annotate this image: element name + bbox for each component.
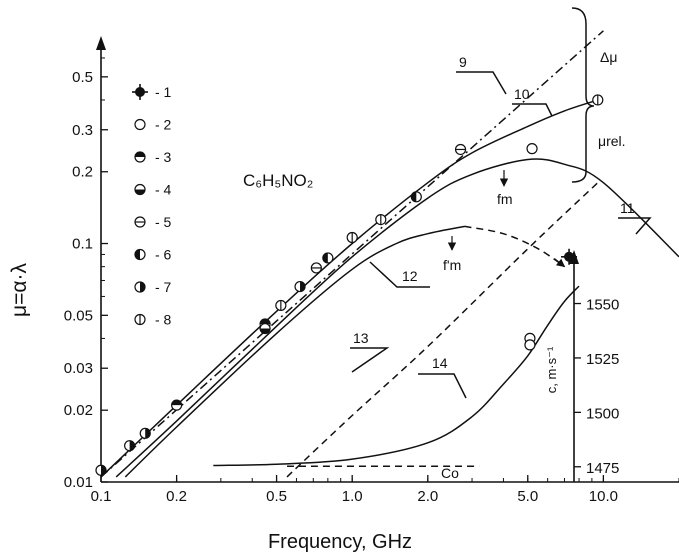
right-tick-label: 1475	[586, 460, 619, 477]
fm-prime-label: f'm	[443, 257, 461, 273]
delta-mu-label: Δμ	[600, 49, 617, 65]
y-tick-label: 0.5	[72, 69, 93, 86]
svg-text:9: 9	[459, 54, 467, 70]
x-tick-label: 10.0	[589, 488, 618, 505]
legend-marker-1	[132, 84, 148, 100]
x-ticks: 0.1 0.2 0.5 1.0 2.0 5.0 10.0	[91, 475, 679, 505]
legend-entry: - 8	[155, 312, 172, 328]
data-point-2	[526, 143, 538, 155]
legend-entry: - 5	[155, 214, 172, 230]
y-tick-label: 0.2	[72, 164, 93, 181]
y-axis-arrow	[96, 36, 106, 50]
data-point-7	[124, 440, 136, 452]
x-tick-label: 0.2	[166, 488, 187, 505]
curve-label-10: 10	[512, 86, 553, 117]
legend-entry: - 1	[155, 84, 172, 100]
y-axis-label: μ=α·λ	[8, 263, 31, 317]
svg-text:11: 11	[620, 200, 635, 216]
series-line-12	[124, 225, 465, 478]
legend-marker-6	[134, 248, 146, 261]
brace	[571, 7, 595, 183]
y-tick-label: 0.02	[64, 402, 93, 419]
data-point-6	[410, 191, 422, 203]
x-tick-label: 1.0	[342, 488, 363, 505]
legend-marker-4	[134, 183, 146, 196]
x-tick-label: 0.5	[266, 488, 287, 505]
x-tick-label: 5.0	[517, 488, 538, 505]
data-point-6	[322, 252, 334, 264]
right-tick-label: 1500	[586, 405, 619, 422]
x-tick-label: 2.0	[417, 488, 438, 505]
compound-label: C₆H₅NO₂	[243, 171, 313, 190]
legend-marker-3	[134, 151, 146, 163]
legend-marker-5	[134, 216, 146, 228]
data-point-5	[310, 262, 322, 274]
right-tick-label: 1550	[586, 297, 619, 314]
x-axis-label: Frequency, GHz	[268, 531, 412, 553]
curve-label-9: 9	[456, 54, 507, 95]
legend-marker-2	[134, 118, 146, 131]
legend-entry: - 2	[155, 117, 172, 133]
svg-text:13: 13	[353, 330, 369, 346]
curve-label-11: 11	[618, 200, 652, 235]
data-point-8	[375, 213, 387, 226]
data-points	[95, 94, 604, 476]
svg-text:10: 10	[514, 86, 530, 102]
right-y-ticks: 1475 1500 1525 1550	[574, 297, 619, 477]
legend-entry: - 6	[155, 247, 172, 263]
data-point-7	[294, 280, 306, 293]
right-tick-label: 1525	[586, 351, 619, 368]
data-point-8	[592, 94, 604, 106]
legend-marker-7	[134, 281, 146, 293]
legend-entry: - 3	[155, 149, 172, 165]
x-tick-label: 0.1	[91, 488, 112, 505]
y-tick-label: 0.03	[64, 360, 93, 377]
curve-label-12: 12	[369, 261, 430, 288]
series-line-10	[100, 99, 599, 478]
series-line-13	[286, 182, 599, 478]
y-tick-label: 0.3	[72, 122, 93, 139]
y-tick-label: 0.1	[72, 236, 93, 253]
svg-text:14: 14	[432, 355, 448, 371]
data-point-7	[139, 427, 151, 439]
co-label: Co	[441, 465, 459, 481]
series-line-14	[213, 285, 580, 467]
data-point-8	[346, 231, 358, 244]
svg-text:12: 12	[402, 268, 418, 284]
y-ticks: 0.01 0.02 0.03 0.05 0.1 0.2 0.3 0.5	[64, 57, 108, 491]
data-point-4	[259, 322, 271, 335]
y-tick-label: 0.01	[64, 474, 93, 491]
right-y-axis-label: c, m·s⁻¹	[544, 346, 559, 393]
data-point-3	[171, 399, 183, 411]
legend-entry: - 7	[155, 279, 172, 295]
mu-rel-label: μrel.	[598, 133, 626, 149]
fm-label: fm	[497, 191, 513, 207]
legend-entry: - 4	[155, 182, 172, 198]
data-point-5	[454, 143, 467, 156]
data-point-2	[524, 339, 536, 351]
curve-label-13: 13	[350, 330, 390, 373]
curve-label-14: 14	[418, 355, 467, 399]
data-point-8	[275, 299, 287, 312]
y-tick-label: 0.05	[64, 307, 93, 324]
fm-prime-curve-arrow	[554, 258, 566, 268]
series-line-12-cont	[464, 225, 565, 268]
legend: - 1 - 2 - 3 - 4 - 5 - 6 - 7 - 8	[132, 84, 172, 328]
data-point-1	[561, 248, 578, 265]
data-point-7	[95, 464, 107, 476]
legend-marker-8	[134, 313, 146, 326]
series-line-11	[115, 158, 679, 478]
